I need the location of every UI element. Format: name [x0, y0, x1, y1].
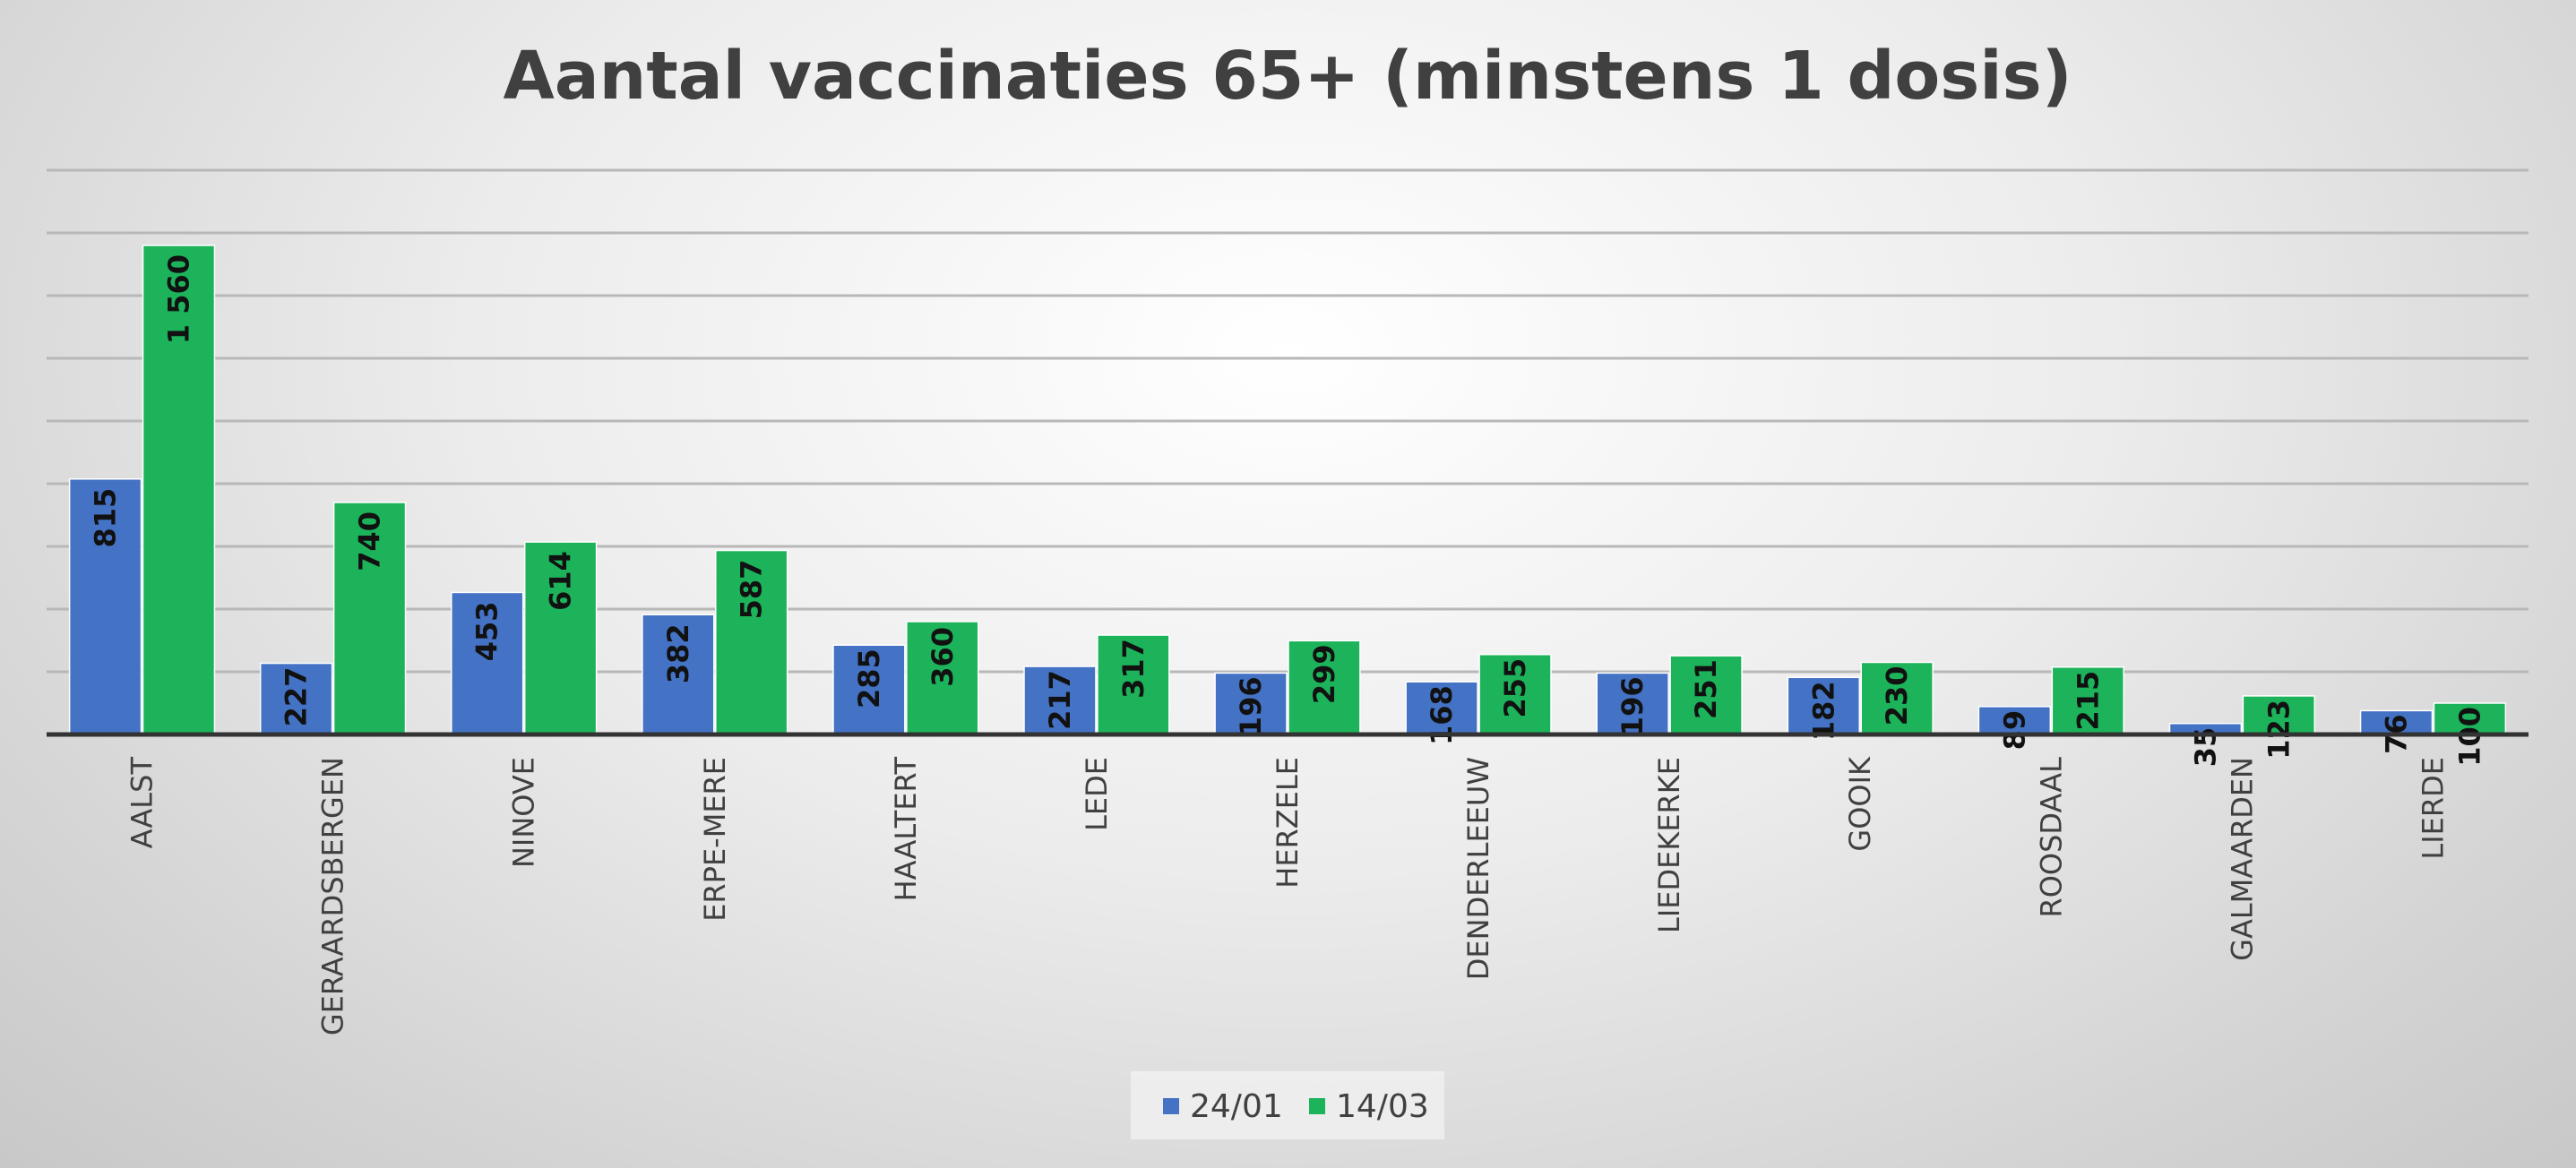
- legend: 24/01 14/03: [1131, 1071, 1444, 1139]
- category-label-lierde: LIERDE: [2416, 757, 2450, 860]
- value-label-14-03-liedekerke: 251: [1689, 659, 1723, 719]
- value-label-14-03-erpe-mere: 587: [735, 560, 769, 620]
- data-labels: 815 1 560 227 740 453 614 382 587 285 360 217 317 19…: [89, 254, 2487, 767]
- value-label-14-03-gooik: 230: [1880, 666, 1914, 726]
- value-label-14-03-lede: 317: [1116, 639, 1150, 699]
- value-label-14-03-aalst: 1 560: [161, 254, 195, 344]
- value-label-14-03-herzele: 299: [1307, 644, 1341, 704]
- category-label-roosdaal: ROOSDAAL: [2034, 757, 2068, 918]
- bar-14-03-gooik: [1860, 661, 1934, 735]
- category-label-liedekerke: LIEDEKERKE: [1652, 757, 1686, 933]
- category-label-ninove: NINOVE: [507, 757, 541, 868]
- category-label-erpe-mere: ERPE-MERE: [698, 757, 732, 922]
- bar-14-03-erpe-mere: [715, 549, 788, 735]
- bar-14-03-lede: [1097, 634, 1170, 735]
- value-label-24-01-gooik: 182: [1806, 681, 1840, 741]
- category-label-aalst: AALST: [125, 757, 159, 849]
- bar-14-03-galmaarden: [2242, 695, 2316, 735]
- bar-14-03-denderleeuw: [1478, 654, 1552, 735]
- bar-24-01-liedekerke: [1596, 672, 1669, 735]
- legend-label-24-01: 24/01: [1190, 1088, 1283, 1125]
- bar-14-03-herzele: [1288, 640, 1361, 735]
- bar-24-01-denderleeuw: [1405, 681, 1478, 735]
- category-label-galmaarden: GALMAARDEN: [2225, 757, 2259, 961]
- category-label-haaltert: HAALTERT: [889, 757, 923, 902]
- bar-14-03-roosdaal: [2051, 666, 2124, 735]
- value-label-14-03-ninove: 614: [544, 551, 578, 611]
- category-label-herzele: HERZELE: [1271, 757, 1305, 889]
- value-label-24-01-liedekerke: 196: [1615, 676, 1650, 736]
- bar-14-03-ninove: [523, 541, 598, 735]
- value-label-14-03-roosdaal: 215: [2071, 671, 2105, 731]
- legend-label-14-03: 14/03: [1336, 1088, 1429, 1125]
- legend-swatch-24-01: [1163, 1098, 1179, 1114]
- bar-24-01-gooik: [1787, 676, 1860, 735]
- value-label-24-01-aalst: 815: [89, 488, 123, 548]
- bars: [68, 245, 2507, 735]
- chart-title: Aantal vaccinaties 65+ (minstens 1 dosis…: [503, 38, 2072, 115]
- value-label-24-01-herzele: 196: [1234, 676, 1268, 736]
- bar-14-03-liedekerke: [1669, 655, 1743, 735]
- value-label-24-01-erpe-mere: 382: [661, 623, 695, 683]
- category-label-denderleeuw: DENDERLEEUW: [1461, 757, 1495, 980]
- value-label-14-03-galmaarden: 123: [2262, 700, 2296, 760]
- category-label-lede: LEDE: [1080, 757, 1114, 831]
- bar-14-03-lierde: [2433, 702, 2507, 735]
- gridlines: [47, 168, 2529, 674]
- value-label-24-01-roosdaal: 89: [1997, 710, 2031, 751]
- bar-24-01-aalst: [68, 478, 142, 735]
- category-labels: AALST GERAARDSBERGEN NINOVE ERPE-MERE HAALTE…: [125, 756, 2451, 1035]
- bar-24-01-erpe-mere: [642, 614, 715, 735]
- value-label-14-03-geraardsbergen: 740: [353, 511, 387, 571]
- category-label-gooik: GOOIK: [1843, 756, 1877, 852]
- bar-14-03-haaltert: [906, 621, 979, 735]
- value-label-14-03-denderleeuw: 255: [1498, 658, 1532, 718]
- value-label-24-01-haaltert: 285: [852, 648, 886, 709]
- value-label-24-01-geraardsbergen: 227: [280, 667, 314, 727]
- bar-24-01-roosdaal: [1977, 706, 2052, 735]
- value-label-24-01-ninove: 453: [470, 601, 504, 661]
- legend-swatch-14-03: [1309, 1098, 1325, 1114]
- legend-box: [1131, 1071, 1444, 1139]
- bar-24-01-haaltert: [832, 644, 906, 735]
- value-label-24-01-lede: 217: [1043, 670, 1077, 730]
- value-label-14-03-haaltert: 360: [926, 627, 960, 687]
- bar-24-01-lede: [1023, 666, 1097, 735]
- category-label-geraardsbergen: GERAARDSBERGEN: [316, 757, 350, 1035]
- bar-24-01-herzele: [1214, 672, 1288, 735]
